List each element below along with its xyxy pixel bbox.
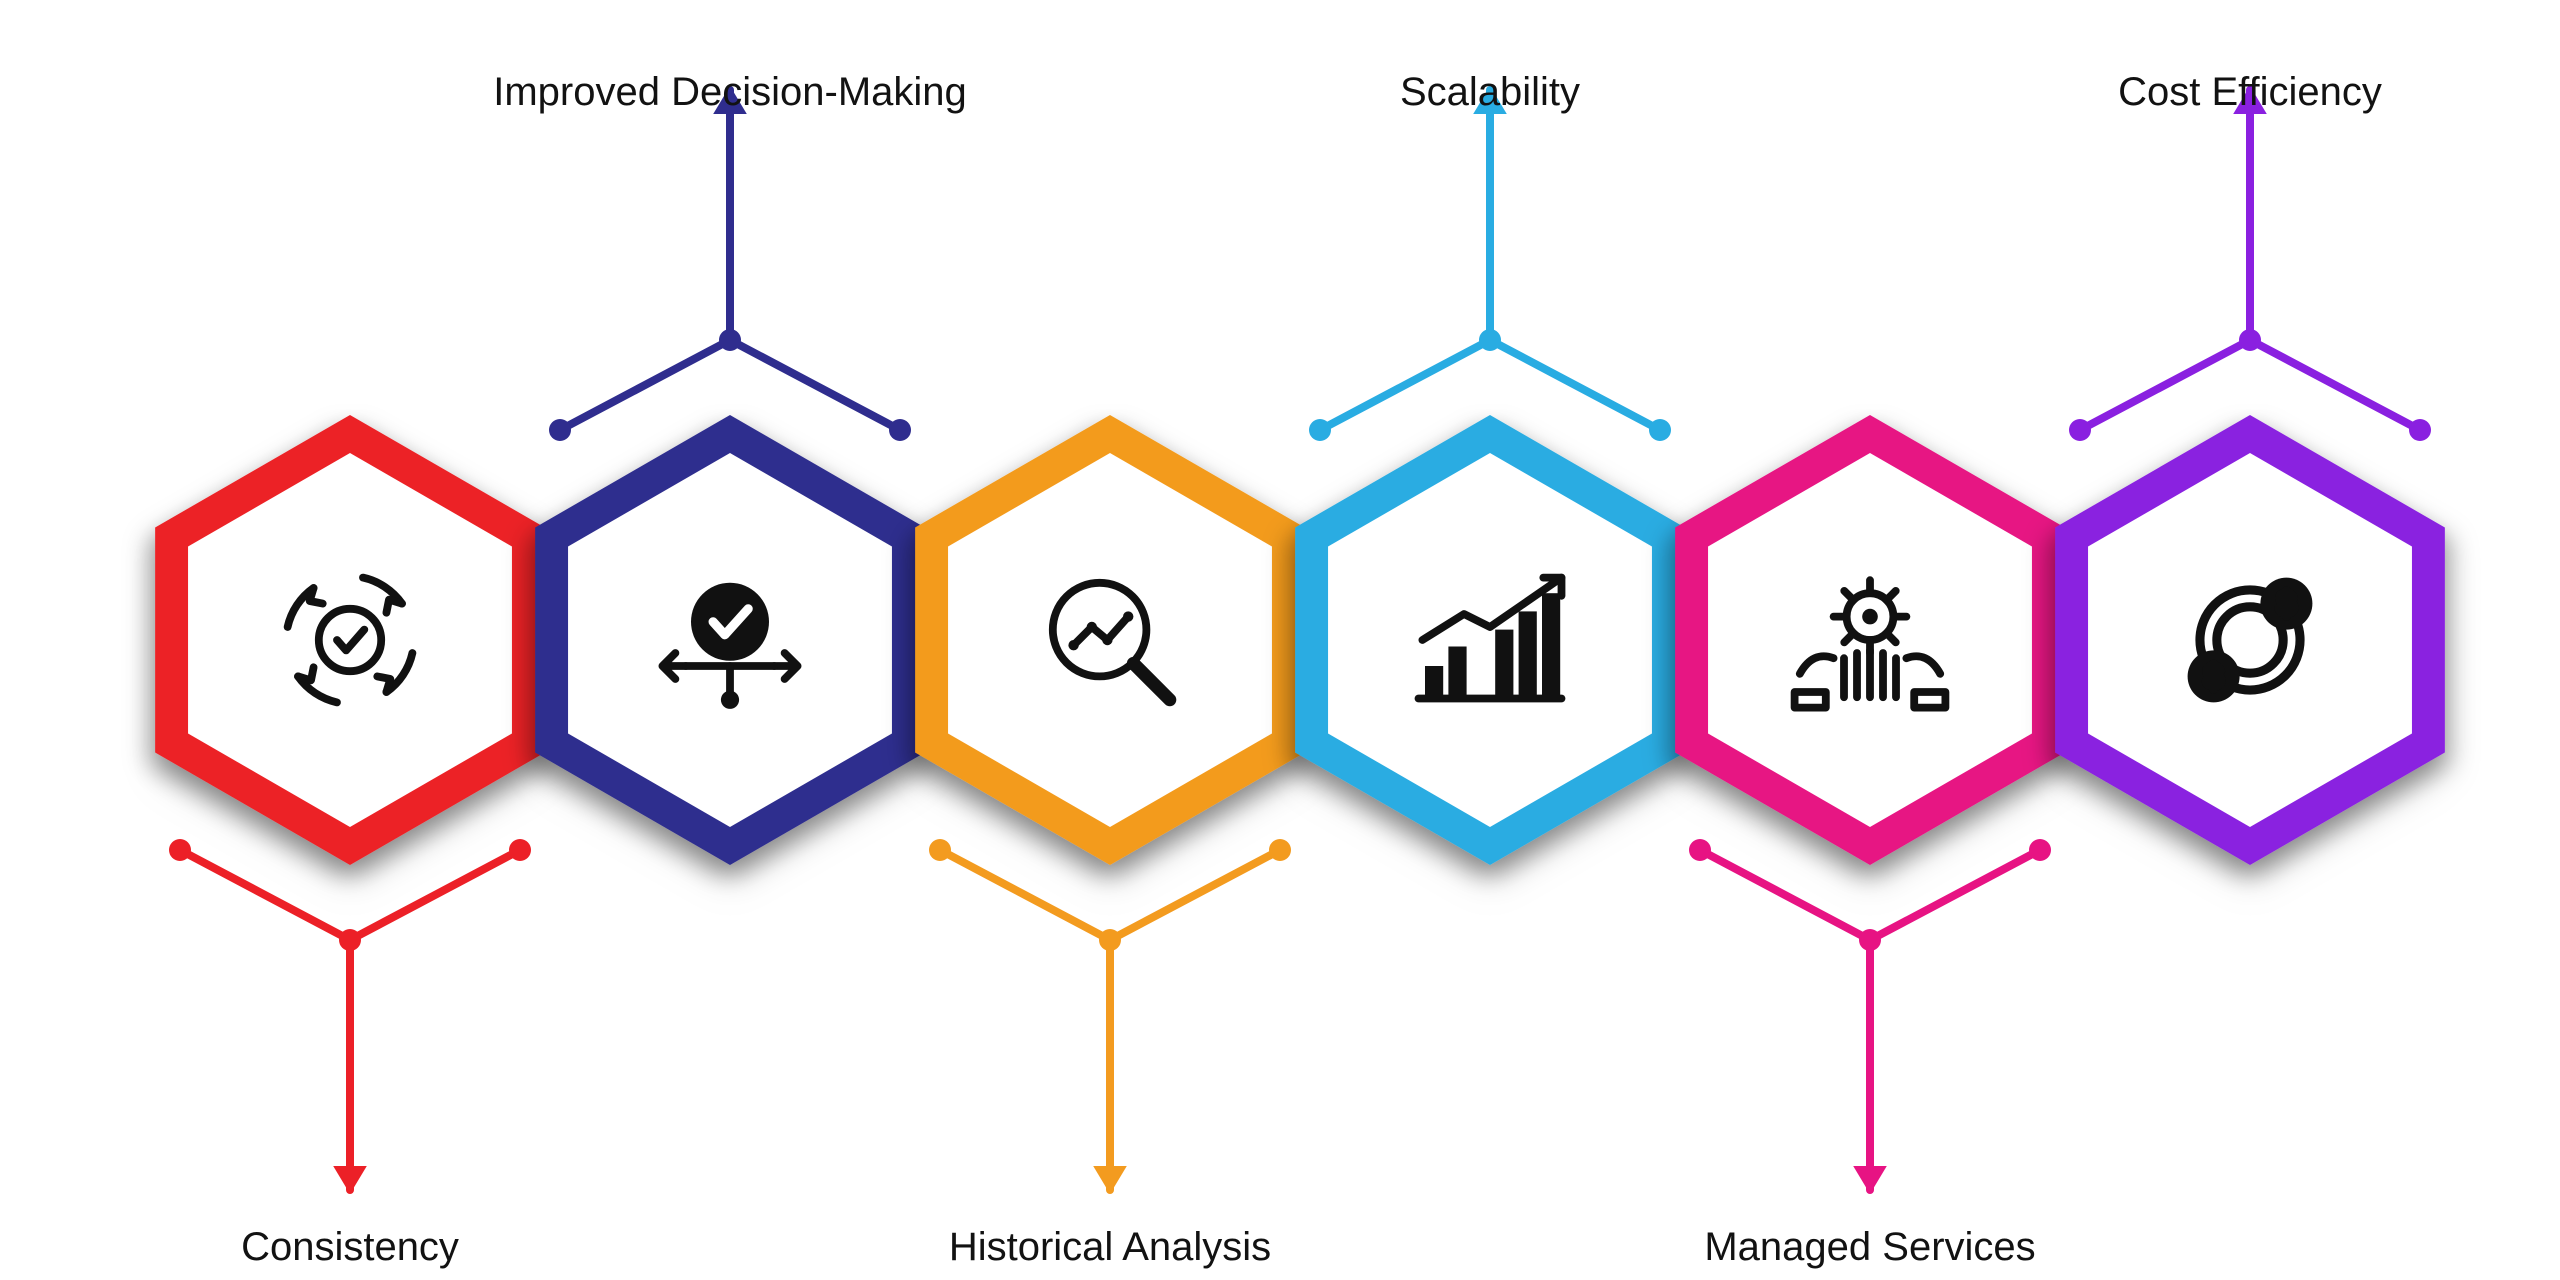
- infographic-stage: $ $ Consistency Improved Decision-Making H…: [0, 0, 2560, 1280]
- hex-label-2: Historical Analysis: [949, 1225, 1271, 1270]
- hex-5: [2055, 415, 2445, 865]
- connector-3: [1309, 86, 1671, 441]
- hex-3: [1295, 415, 1685, 865]
- hex-label-5: Cost Efficiency: [2118, 70, 2382, 115]
- svg-text:$: $: [2205, 659, 2222, 694]
- diagram-svg: $ $: [0, 0, 2560, 1280]
- connector-4: [1689, 839, 2051, 1194]
- hex-0: [155, 415, 545, 865]
- connector-2: [929, 839, 1291, 1194]
- connector-0: [169, 839, 531, 1194]
- hex-label-1: Improved Decision-Making: [493, 70, 967, 115]
- connector-5: [2069, 86, 2431, 441]
- hex-label-4: Managed Services: [1704, 1225, 2035, 1270]
- svg-text:$: $: [2278, 586, 2295, 621]
- connector-1: [549, 86, 911, 441]
- hex-label-0: Consistency: [241, 1225, 459, 1270]
- hex-label-3: Scalability: [1400, 70, 1580, 115]
